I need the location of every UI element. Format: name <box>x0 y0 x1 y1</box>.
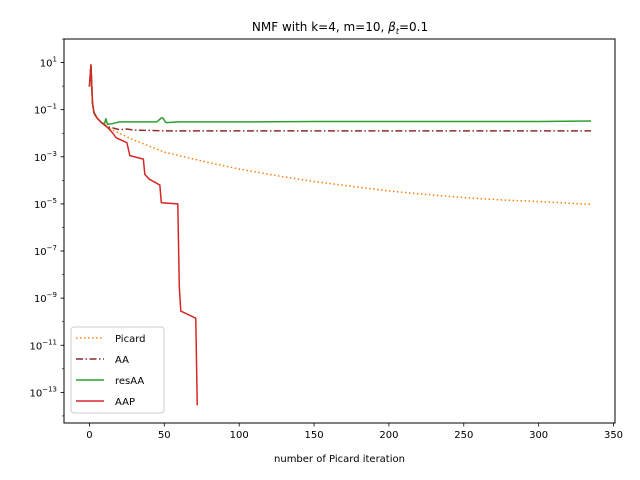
x-tick-label: 250 <box>454 430 473 441</box>
y-tick-label: 10−5 <box>34 197 57 211</box>
x-tick-label: 300 <box>529 430 548 441</box>
x-axis: 0 50 100 150 200 250 300 350 <box>86 423 623 441</box>
legend-label-picard: Picard <box>115 334 146 345</box>
y-axis: 101 10−1 10−3 10−5 10−7 10−9 10−11 10−13 <box>29 38 64 417</box>
y-tick-label: 10−9 <box>34 291 57 305</box>
legend-box <box>70 326 165 414</box>
x-tick-label: 350 <box>604 430 623 441</box>
x-tick-label: 200 <box>379 430 398 441</box>
legend-label-aap: AAP <box>115 397 135 408</box>
x-tick-label: 0 <box>86 430 92 441</box>
series-line-resaa <box>88 64 592 126</box>
legend: Picard AA resAA AAP <box>70 326 165 414</box>
y-tick-label: 10−11 <box>29 338 57 352</box>
chart-title: NMF with k=4, m=10, βt=0.1 <box>252 20 428 36</box>
y-tick-label: 10−1 <box>34 103 57 117</box>
x-tick-label: 100 <box>230 430 249 441</box>
series-line-aap <box>88 64 199 406</box>
plot-area <box>88 64 592 406</box>
series-line-picard <box>88 64 592 206</box>
x-tick-label: 50 <box>158 430 171 441</box>
x-tick-label: 150 <box>304 430 323 441</box>
y-tick-label: 10−3 <box>34 150 57 164</box>
legend-label-resaa: resAA <box>115 376 144 387</box>
plot-frame <box>63 38 616 424</box>
y-tick-label: 10−7 <box>34 244 57 258</box>
x-axis-label: number of Picard iteration <box>274 454 405 465</box>
legend-label-aa: AA <box>115 355 129 366</box>
y-tick-label: 10−13 <box>29 385 57 399</box>
y-tick-label: 101 <box>40 56 57 70</box>
